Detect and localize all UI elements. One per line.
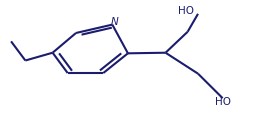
Text: HO: HO bbox=[215, 97, 231, 107]
Text: HO: HO bbox=[178, 6, 194, 16]
Text: N: N bbox=[111, 17, 119, 27]
